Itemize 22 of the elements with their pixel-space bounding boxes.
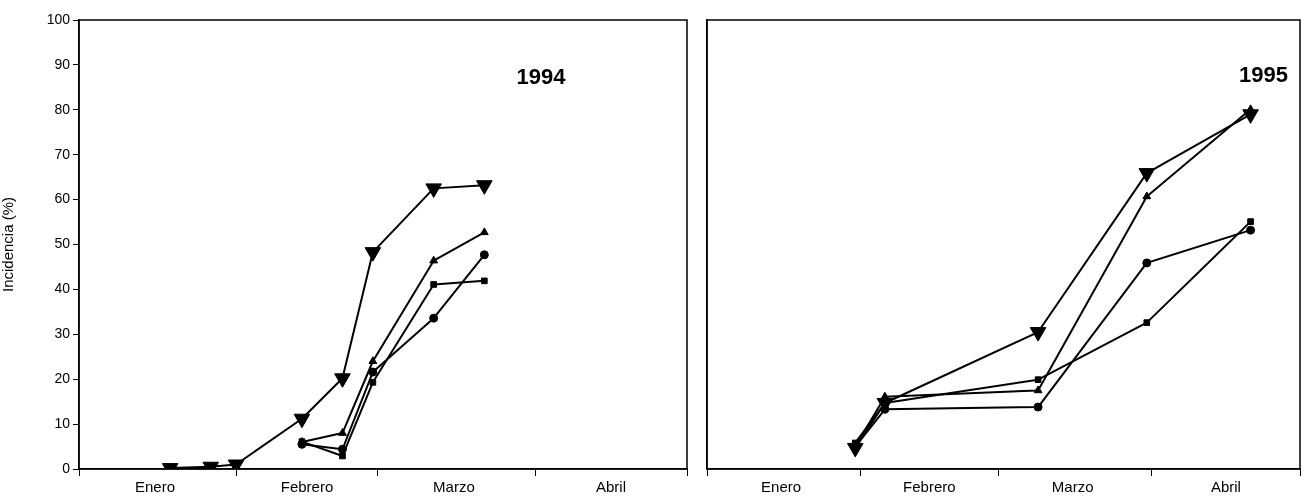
y-tick-label: 20 [54, 370, 71, 387]
y-tick-label: 50 [54, 235, 71, 252]
y-tick-label: 10 [54, 414, 71, 431]
x-tick-label: Marzo [1051, 478, 1094, 496]
y-tick-label: 90 [54, 55, 71, 72]
text: 1995 [1239, 62, 1288, 88]
y-tick-label: 0 [62, 459, 71, 476]
y-tick-label: 30 [54, 325, 71, 342]
y-tick-label: 70 [54, 145, 71, 162]
x-tick-label: Enero [134, 478, 176, 496]
y-tick-label: 100 [46, 10, 71, 27]
y-tick-label: 80 [54, 100, 71, 117]
x-tick-label: Abril [595, 478, 627, 496]
x-tick-label: Enero [761, 478, 802, 496]
x-tick-label: Febrero [280, 478, 334, 496]
x-tick-label: Marzo [433, 478, 475, 496]
x-tick-label: Abril [1210, 478, 1241, 496]
y-tick-label: 40 [54, 280, 71, 297]
x-tick-label: Febrero [903, 478, 956, 496]
y-tick-label: 60 [54, 190, 71, 207]
y-axis-title: Incidencia (%) [0, 196, 17, 293]
text: 1994 [516, 64, 567, 90]
